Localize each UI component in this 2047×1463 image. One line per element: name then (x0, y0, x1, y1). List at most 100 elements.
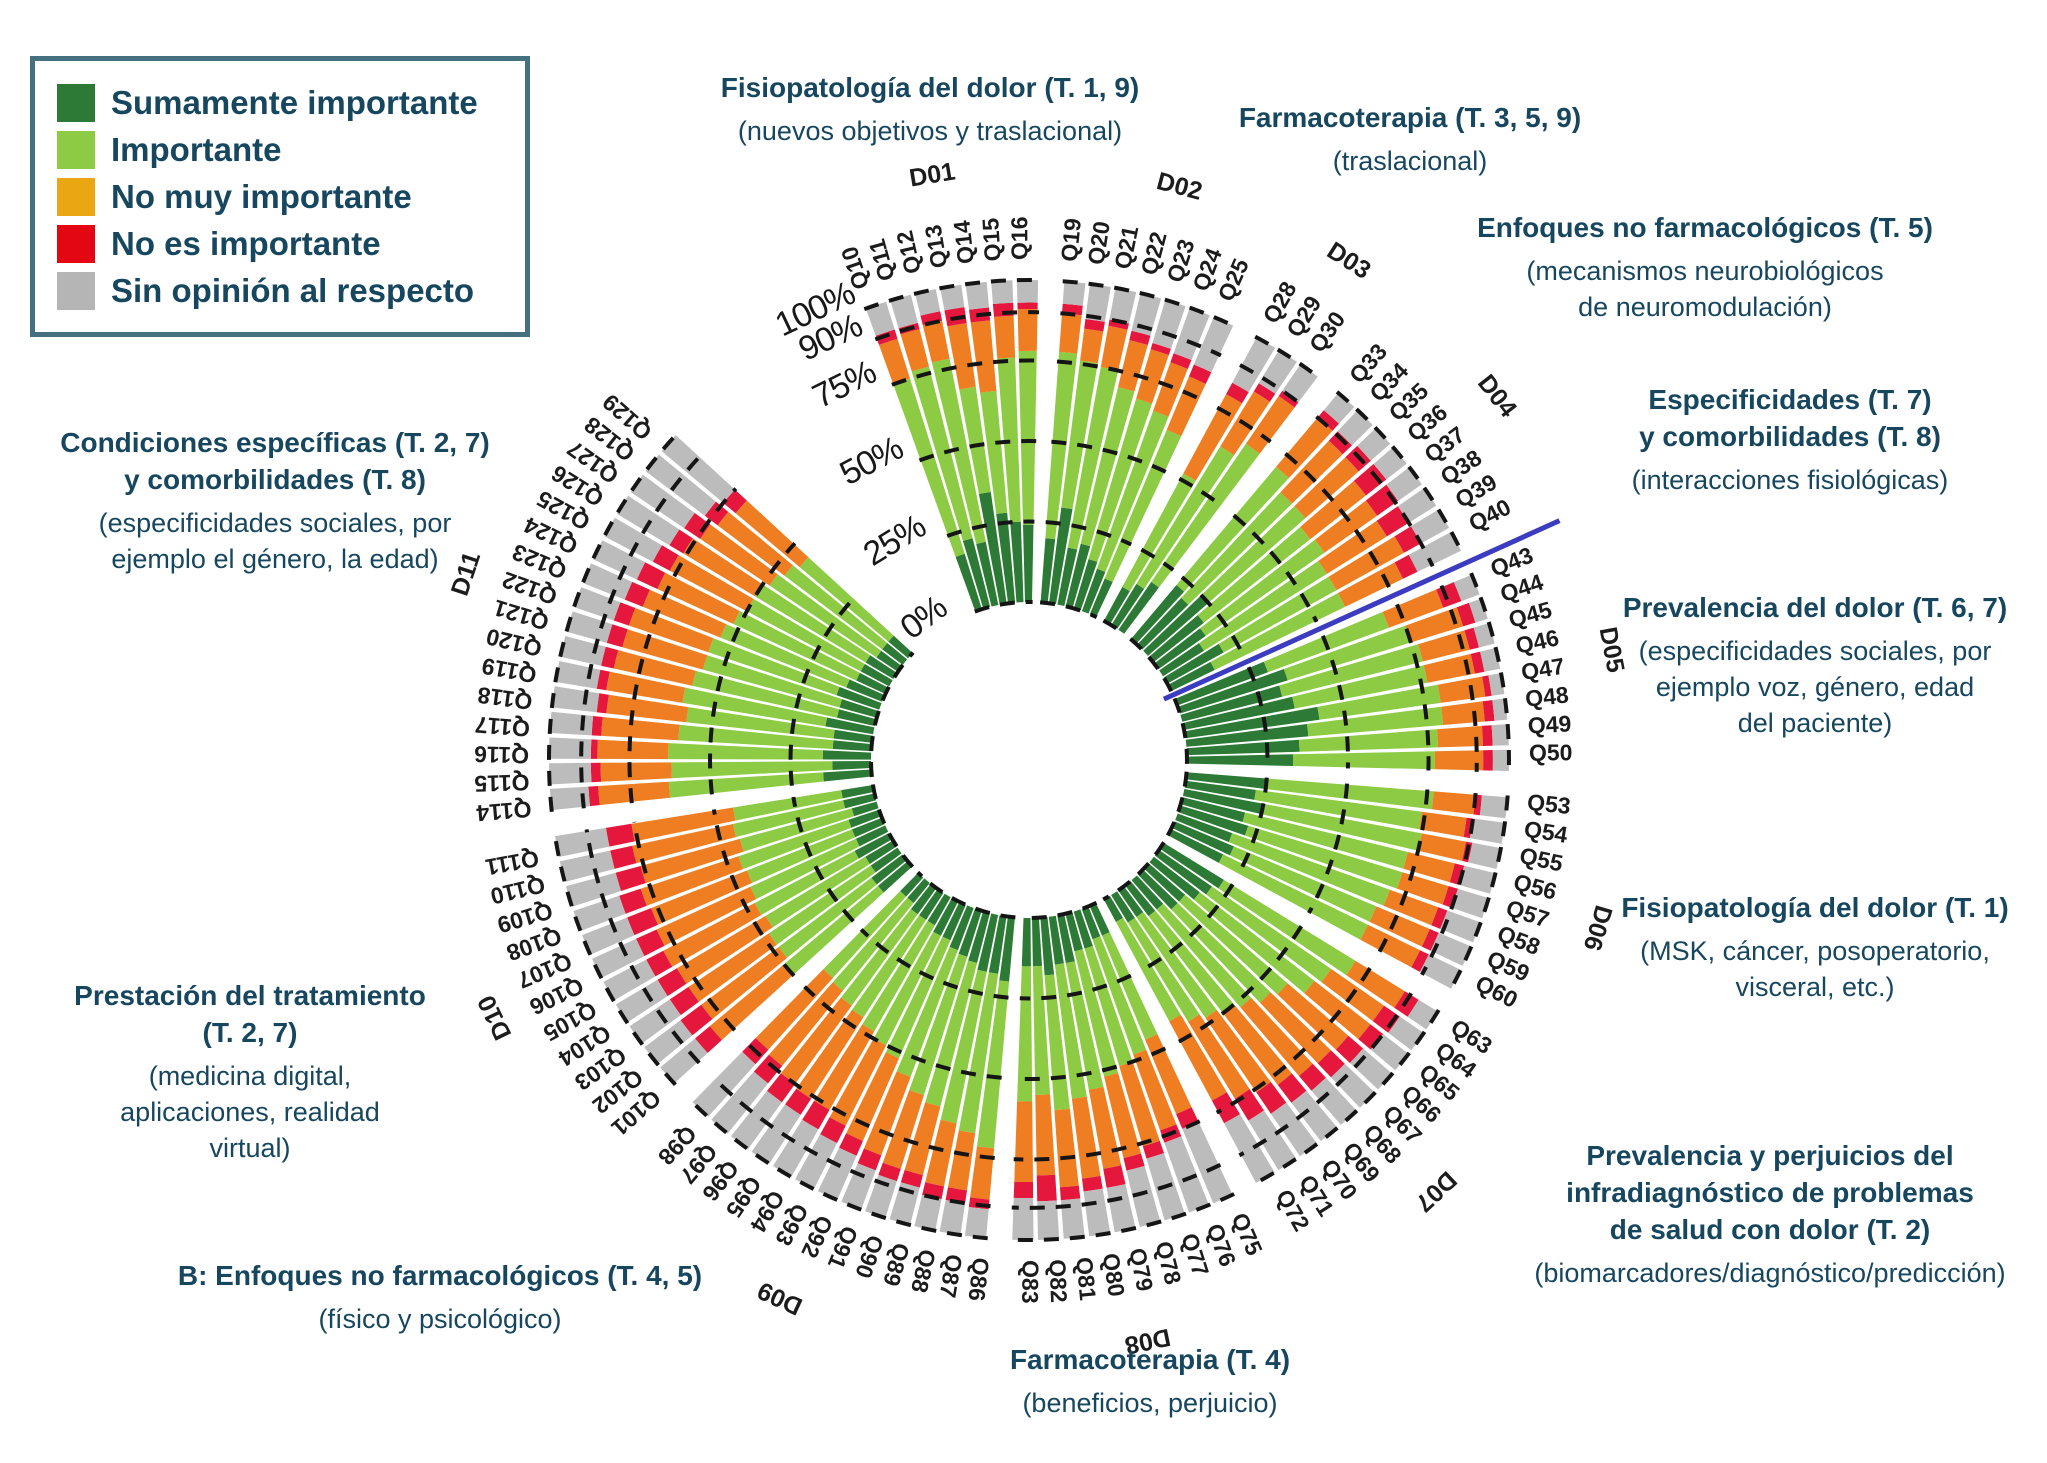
bar-segment (1280, 440, 1343, 504)
bar-segment (1470, 651, 1485, 674)
bar-segment (841, 1163, 876, 1210)
bar-segment (669, 529, 693, 554)
bar-segment (977, 980, 1010, 1149)
annotation-subtitle: (medicina digital, aplicaciones, realida… (120, 1060, 380, 1164)
bar-segment (785, 1088, 812, 1115)
grid-arc (1232, 513, 1319, 623)
question-label: Q19 (1056, 217, 1086, 263)
question-label: Q15 (977, 217, 1005, 262)
bar-segment (1459, 865, 1496, 894)
bar-segment (747, 829, 856, 883)
bar-segment (1193, 317, 1234, 373)
bar-segment (1084, 946, 1133, 1066)
bar-segment (1125, 881, 1156, 917)
bar-segment (1200, 539, 1325, 636)
bar-segment (1328, 536, 1404, 591)
grid-arc (1102, 618, 1126, 636)
bar-segment (833, 729, 873, 743)
bar-segment (1104, 1073, 1141, 1159)
bar-segment (1074, 949, 1119, 1077)
bar-segment (1437, 725, 1483, 748)
bar-segment (582, 563, 633, 600)
bar-segment (1073, 559, 1098, 611)
bar-segment (1057, 547, 1078, 606)
annotation-title: Prevalencia del dolor (T. 6, 7) (1622, 592, 2008, 623)
bar-segment (1062, 281, 1086, 306)
bar-segment (1148, 910, 1234, 1014)
bar-segment (802, 1100, 830, 1130)
bar-segment (676, 915, 773, 984)
bar-segment (1073, 909, 1093, 949)
bar-segment (837, 709, 877, 726)
question-label: Q47 (1519, 653, 1566, 686)
bar-segment (1126, 1165, 1161, 1227)
domain-label: D09 (753, 1276, 806, 1321)
bar-segment (680, 1004, 713, 1036)
grid-arc (547, 432, 679, 813)
bar-segment (769, 574, 882, 658)
legend-label: Sin opinión al respecto (111, 271, 475, 309)
bar-segment (768, 865, 876, 945)
bar-segment (839, 699, 879, 718)
bar-segment (1171, 821, 1234, 856)
legend: Sumamente importante Importante No muy i… (30, 56, 530, 337)
bar-segment (1089, 903, 1110, 936)
bar-segment (1418, 833, 1466, 861)
grid-arc (1254, 334, 1321, 380)
bar-segment (1394, 554, 1418, 579)
bar-segment (1256, 1082, 1287, 1114)
grid-arc (863, 278, 1040, 311)
legend-item: Sumamente importante (57, 79, 503, 126)
bar-segment (1405, 607, 1464, 643)
bar-segment (976, 541, 999, 607)
bar-segment (1049, 507, 1073, 605)
bar-segment (590, 762, 602, 783)
bar-segment (1159, 842, 1224, 889)
bar-segment (1167, 829, 1224, 863)
bar-segment (746, 599, 865, 672)
bar-segment (1482, 700, 1495, 722)
bar-segment (1118, 581, 1159, 634)
annotation-title: Condiciones específicas (T. 2, 7) y como… (60, 427, 490, 495)
grid-arc (870, 784, 915, 869)
bar-segment (940, 969, 987, 1124)
bar-segment (1479, 795, 1508, 819)
grid-arc (689, 1099, 988, 1241)
bar-segment (814, 1024, 875, 1110)
bar-segment (865, 301, 895, 336)
bar-segment (711, 1071, 768, 1134)
bar-segment (878, 1162, 901, 1182)
grid-arc (1129, 637, 1174, 693)
grid-arc (1051, 439, 1167, 474)
bar-segment (565, 872, 621, 907)
bar-segment (839, 1133, 863, 1156)
domain-separator-line (1162, 518, 1561, 702)
bar-segment (1013, 1181, 1034, 1199)
bar-segment (836, 686, 882, 710)
legend-label: Importante (111, 130, 282, 168)
bar-segment (640, 838, 744, 884)
bar-segment (615, 866, 646, 891)
bar-segment (1059, 1185, 1081, 1201)
bar-segment (606, 671, 686, 703)
bar-segment (1164, 1136, 1209, 1213)
bar-segment (1449, 863, 1465, 885)
grid-arc (1062, 279, 1236, 329)
bar-segment (619, 888, 647, 914)
bar-segment (1411, 950, 1429, 972)
bar-segment (1071, 1096, 1101, 1179)
bar-segment (1017, 966, 1033, 1102)
bar-segment (1376, 506, 1409, 537)
grid-arc (632, 821, 737, 1032)
bar-segment (1037, 1200, 1060, 1240)
bar-segment (1032, 917, 1042, 967)
bar-segment (605, 823, 635, 847)
bar-segment (1152, 299, 1186, 349)
bar-segment (1088, 398, 1152, 562)
bar-segment (616, 495, 680, 546)
bar-segment (1054, 963, 1087, 1099)
legend-label: No muy importante (111, 177, 412, 215)
bar-segment (627, 908, 658, 936)
bar-segment (678, 724, 834, 749)
bar-segment (754, 850, 859, 915)
